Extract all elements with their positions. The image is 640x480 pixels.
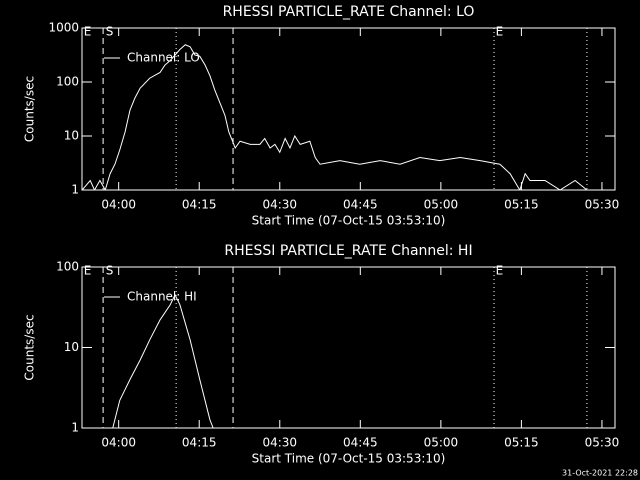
- legend-label: Channel: LO: [127, 51, 200, 65]
- x-tick-label: 05:30: [585, 198, 620, 212]
- y-tick-label: 100: [56, 75, 79, 89]
- chart-title: RHESSI PARTICLE_RATE Channel: LO: [223, 4, 475, 20]
- x-tick-label: 04:15: [182, 198, 217, 212]
- y-tick-label: 100: [56, 260, 79, 274]
- annotation: E: [84, 264, 92, 278]
- y-tick-label: 10: [64, 129, 79, 143]
- annotation: E: [84, 25, 92, 39]
- chart-title: RHESSI PARTICLE_RATE Channel: HI: [224, 243, 472, 259]
- y-tick-label: 1: [71, 183, 79, 197]
- plot-frame: [81, 27, 616, 191]
- annotation: S: [106, 264, 114, 278]
- x-tick-label: 05:30: [585, 436, 620, 450]
- x-tick-label: 04:45: [343, 198, 378, 212]
- y-axis-label: Counts/sec: [23, 314, 37, 380]
- x-tick-label: 05:15: [504, 436, 539, 450]
- x-axis-label: Start Time (07-Oct-15 03:53:10): [252, 214, 446, 228]
- annotation: S: [106, 25, 114, 39]
- y-tick-label: 10: [64, 340, 79, 354]
- y-axis-label: Counts/sec: [23, 76, 37, 142]
- x-tick-label: 05:00: [424, 436, 459, 450]
- x-axis-label: Start Time (07-Oct-15 03:53:10): [252, 452, 446, 466]
- x-tick-label: 05:00: [424, 198, 459, 212]
- x-tick-label: 04:30: [262, 198, 297, 212]
- x-tick-label: 04:15: [182, 436, 217, 450]
- x-tick-label: 04:00: [101, 436, 136, 450]
- data-line: [112, 293, 214, 428]
- x-tick-label: 04:00: [101, 198, 136, 212]
- legend-label: Channel: HI: [127, 290, 197, 304]
- x-tick-label: 05:15: [504, 198, 539, 212]
- x-tick-label: 04:45: [343, 436, 378, 450]
- y-tick-label: 1000: [48, 21, 79, 35]
- annotation: E: [496, 264, 504, 278]
- x-tick-label: 04:30: [262, 436, 297, 450]
- annotation: E: [496, 25, 504, 39]
- footer: 31-Oct-2021 22:28: [562, 469, 638, 478]
- data-line: [82, 44, 615, 190]
- y-tick-label: 1: [71, 421, 79, 435]
